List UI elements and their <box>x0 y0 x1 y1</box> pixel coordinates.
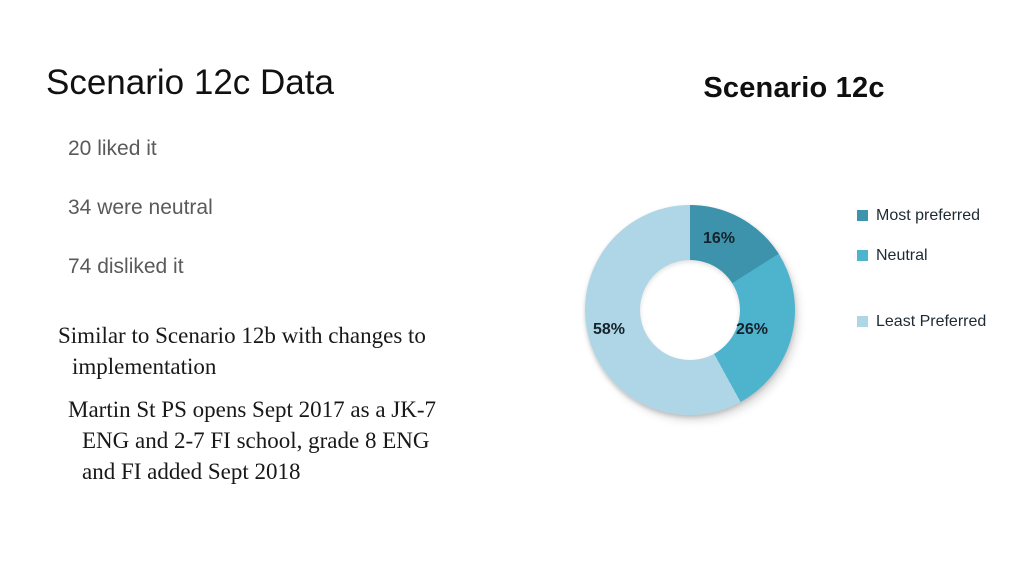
slice-label-neutral: 26% <box>736 321 769 338</box>
body-line: and FI added Sept 2018 <box>82 459 301 484</box>
slide-left-column: Scenario 12c Data 20 liked it 34 were ne… <box>46 63 528 499</box>
donut-graphic: 16% 26% 58% <box>585 205 799 421</box>
page-title: Scenario 12c Data <box>46 63 334 102</box>
stat-list: 20 liked it 34 were neutral 74 disliked … <box>68 136 508 313</box>
legend-item-label: Least Preferred <box>876 313 987 330</box>
stat-line-neutral: 34 were neutral <box>68 196 213 219</box>
slice-label-most-preferred: 16% <box>703 230 736 247</box>
legend-item-label: Most preferred <box>876 207 981 224</box>
legend-swatch-icon <box>857 210 868 221</box>
body-paragraph-martin-st: Martin St PS opens Sept 2017 as a JK-7 E… <box>58 394 528 487</box>
body-line: Martin St PS opens Sept 2017 as a JK-7 <box>68 397 436 422</box>
stat-line-liked: 20 liked it <box>68 137 157 160</box>
donut-chart: Scenario 12c 16% 26% 58% Most preferred … <box>545 0 1024 576</box>
body-line: implementation <box>72 354 217 379</box>
chart-title: Scenario 12c <box>703 72 885 104</box>
body-paragraph-similar: Similar to Scenario 12b with changes to … <box>58 320 528 382</box>
legend-swatch-icon <box>857 316 868 327</box>
legend-swatch-icon <box>857 250 868 261</box>
legend-item-neutral[interactable]: Neutral <box>857 245 1017 267</box>
legend-item-label: Neutral <box>876 247 928 264</box>
body-line: ENG and 2-7 FI school, grade 8 ENG <box>82 428 430 453</box>
donut-hole <box>640 260 740 360</box>
legend-item-most-preferred[interactable]: Most preferred <box>857 205 1017 227</box>
stat-line-disliked: 74 disliked it <box>68 255 184 278</box>
chart-legend: Most preferred Neutral Least Preferred <box>857 205 1017 351</box>
legend-item-least-preferred[interactable]: Least Preferred <box>857 311 1017 333</box>
body-line: Similar to Scenario 12b with changes to <box>58 323 426 348</box>
body-text-block: Similar to Scenario 12b with changes to … <box>58 320 528 499</box>
slice-label-least-preferred: 58% <box>593 321 626 338</box>
